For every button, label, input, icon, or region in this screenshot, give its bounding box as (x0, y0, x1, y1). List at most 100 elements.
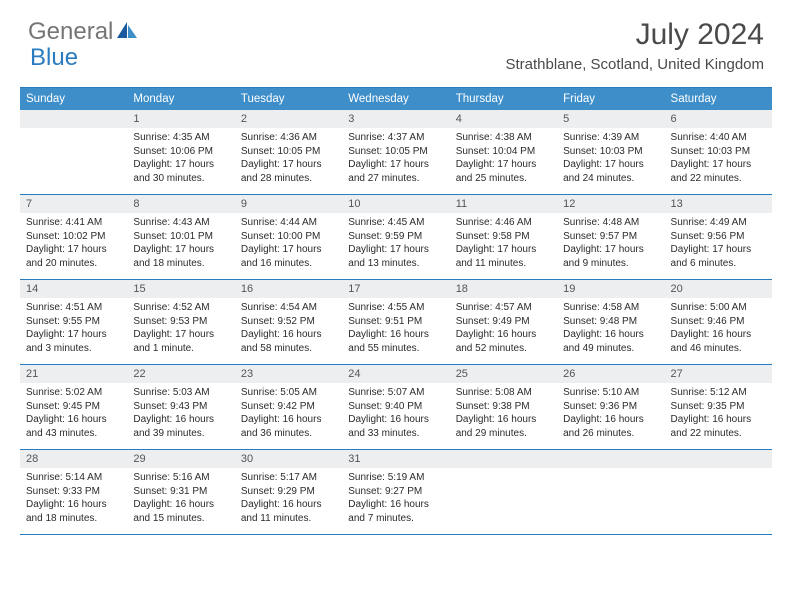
daylight-text: Daylight: 17 hours and 30 minutes. (133, 158, 228, 185)
day-number: 19 (557, 280, 664, 298)
daylight-text: Daylight: 16 hours and 22 minutes. (671, 413, 766, 440)
calendar-cell: 20Sunrise: 5:00 AMSunset: 9:46 PMDayligh… (665, 280, 772, 364)
day-content: Sunrise: 5:05 AMSunset: 9:42 PMDaylight:… (235, 383, 342, 445)
sunrise-text: Sunrise: 4:57 AM (456, 301, 551, 315)
day-content: Sunrise: 5:19 AMSunset: 9:27 PMDaylight:… (342, 468, 449, 530)
day-header-saturday: Saturday (665, 88, 772, 110)
logo: General (28, 18, 138, 46)
calendar-cell: 28Sunrise: 5:14 AMSunset: 9:33 PMDayligh… (20, 450, 127, 534)
day-content: Sunrise: 5:10 AMSunset: 9:36 PMDaylight:… (557, 383, 664, 445)
calendar-cell: 5Sunrise: 4:39 AMSunset: 10:03 PMDayligh… (557, 110, 664, 194)
day-content: Sunrise: 5:16 AMSunset: 9:31 PMDaylight:… (127, 468, 234, 530)
sunset-text: Sunset: 9:58 PM (456, 230, 551, 244)
day-content: Sunrise: 5:12 AMSunset: 9:35 PMDaylight:… (665, 383, 772, 445)
sunrise-text: Sunrise: 5:10 AM (563, 386, 658, 400)
sunrise-text: Sunrise: 5:17 AM (241, 471, 336, 485)
month-title: July 2024 (506, 18, 765, 52)
sunrise-text: Sunrise: 5:07 AM (348, 386, 443, 400)
daylight-text: Daylight: 16 hours and 18 minutes. (26, 498, 121, 525)
day-number: 20 (665, 280, 772, 298)
day-number: 8 (127, 195, 234, 213)
day-header-row: SundayMondayTuesdayWednesdayThursdayFrid… (20, 88, 772, 110)
day-number: 2 (235, 110, 342, 128)
sunset-text: Sunset: 10:00 PM (241, 230, 336, 244)
sunrise-text: Sunrise: 4:44 AM (241, 216, 336, 230)
calendar-cell: 31Sunrise: 5:19 AMSunset: 9:27 PMDayligh… (342, 450, 449, 534)
day-content: Sunrise: 4:43 AMSunset: 10:01 PMDaylight… (127, 213, 234, 275)
calendar-cell (557, 450, 664, 534)
calendar-cell: 3Sunrise: 4:37 AMSunset: 10:05 PMDayligh… (342, 110, 449, 194)
daylight-text: Daylight: 17 hours and 6 minutes. (671, 243, 766, 270)
sunset-text: Sunset: 10:04 PM (456, 145, 551, 159)
sunrise-text: Sunrise: 5:16 AM (133, 471, 228, 485)
calendar-cell (450, 450, 557, 534)
day-content: Sunrise: 5:00 AMSunset: 9:46 PMDaylight:… (665, 298, 772, 360)
sunset-text: Sunset: 9:31 PM (133, 485, 228, 499)
day-content: Sunrise: 5:02 AMSunset: 9:45 PMDaylight:… (20, 383, 127, 445)
daylight-text: Daylight: 17 hours and 16 minutes. (241, 243, 336, 270)
day-number (450, 450, 557, 468)
daylight-text: Daylight: 16 hours and 52 minutes. (456, 328, 551, 355)
sunrise-text: Sunrise: 5:19 AM (348, 471, 443, 485)
daylight-text: Daylight: 17 hours and 3 minutes. (26, 328, 121, 355)
sunset-text: Sunset: 9:35 PM (671, 400, 766, 414)
calendar-cell: 12Sunrise: 4:48 AMSunset: 9:57 PMDayligh… (557, 195, 664, 279)
day-number: 26 (557, 365, 664, 383)
day-number: 9 (235, 195, 342, 213)
calendar-cell: 23Sunrise: 5:05 AMSunset: 9:42 PMDayligh… (235, 365, 342, 449)
sunrise-text: Sunrise: 4:58 AM (563, 301, 658, 315)
calendar-cell: 25Sunrise: 5:08 AMSunset: 9:38 PMDayligh… (450, 365, 557, 449)
weeks-container: 1Sunrise: 4:35 AMSunset: 10:06 PMDayligh… (20, 110, 772, 535)
sunset-text: Sunset: 9:43 PM (133, 400, 228, 414)
calendar-cell: 16Sunrise: 4:54 AMSunset: 9:52 PMDayligh… (235, 280, 342, 364)
day-number (665, 450, 772, 468)
sunrise-text: Sunrise: 4:39 AM (563, 131, 658, 145)
day-number: 3 (342, 110, 449, 128)
calendar-cell (20, 110, 127, 194)
sunrise-text: Sunrise: 5:02 AM (26, 386, 121, 400)
sunset-text: Sunset: 9:49 PM (456, 315, 551, 329)
calendar-cell: 4Sunrise: 4:38 AMSunset: 10:04 PMDayligh… (450, 110, 557, 194)
sunset-text: Sunset: 10:05 PM (241, 145, 336, 159)
sunrise-text: Sunrise: 4:54 AM (241, 301, 336, 315)
day-content: Sunrise: 4:58 AMSunset: 9:48 PMDaylight:… (557, 298, 664, 360)
day-number: 14 (20, 280, 127, 298)
sunrise-text: Sunrise: 4:41 AM (26, 216, 121, 230)
day-number: 24 (342, 365, 449, 383)
day-content: Sunrise: 4:45 AMSunset: 9:59 PMDaylight:… (342, 213, 449, 275)
day-content: Sunrise: 4:54 AMSunset: 9:52 PMDaylight:… (235, 298, 342, 360)
sunrise-text: Sunrise: 4:52 AM (133, 301, 228, 315)
sunset-text: Sunset: 9:48 PM (563, 315, 658, 329)
calendar-cell: 29Sunrise: 5:16 AMSunset: 9:31 PMDayligh… (127, 450, 234, 534)
daylight-text: Daylight: 16 hours and 46 minutes. (671, 328, 766, 355)
sunrise-text: Sunrise: 4:35 AM (133, 131, 228, 145)
sunrise-text: Sunrise: 4:51 AM (26, 301, 121, 315)
sunrise-text: Sunrise: 4:45 AM (348, 216, 443, 230)
calendar-cell: 18Sunrise: 4:57 AMSunset: 9:49 PMDayligh… (450, 280, 557, 364)
day-header-thursday: Thursday (450, 88, 557, 110)
calendar-cell: 17Sunrise: 4:55 AMSunset: 9:51 PMDayligh… (342, 280, 449, 364)
sunrise-text: Sunrise: 5:12 AM (671, 386, 766, 400)
day-number: 17 (342, 280, 449, 298)
sunset-text: Sunset: 9:36 PM (563, 400, 658, 414)
sunrise-text: Sunrise: 4:43 AM (133, 216, 228, 230)
calendar-cell: 26Sunrise: 5:10 AMSunset: 9:36 PMDayligh… (557, 365, 664, 449)
daylight-text: Daylight: 16 hours and 7 minutes. (348, 498, 443, 525)
daylight-text: Daylight: 16 hours and 43 minutes. (26, 413, 121, 440)
calendar-cell: 15Sunrise: 4:52 AMSunset: 9:53 PMDayligh… (127, 280, 234, 364)
day-content: Sunrise: 4:55 AMSunset: 9:51 PMDaylight:… (342, 298, 449, 360)
sunset-text: Sunset: 10:06 PM (133, 145, 228, 159)
day-content: Sunrise: 4:37 AMSunset: 10:05 PMDaylight… (342, 128, 449, 190)
day-number: 11 (450, 195, 557, 213)
sunrise-text: Sunrise: 5:05 AM (241, 386, 336, 400)
day-number: 27 (665, 365, 772, 383)
calendar-cell: 21Sunrise: 5:02 AMSunset: 9:45 PMDayligh… (20, 365, 127, 449)
calendar-cell: 13Sunrise: 4:49 AMSunset: 9:56 PMDayligh… (665, 195, 772, 279)
sunrise-text: Sunrise: 4:38 AM (456, 131, 551, 145)
week-row: 21Sunrise: 5:02 AMSunset: 9:45 PMDayligh… (20, 365, 772, 450)
day-number: 25 (450, 365, 557, 383)
day-number: 1 (127, 110, 234, 128)
day-content: Sunrise: 5:17 AMSunset: 9:29 PMDaylight:… (235, 468, 342, 530)
day-number: 4 (450, 110, 557, 128)
logo-sail-icon (116, 21, 138, 39)
